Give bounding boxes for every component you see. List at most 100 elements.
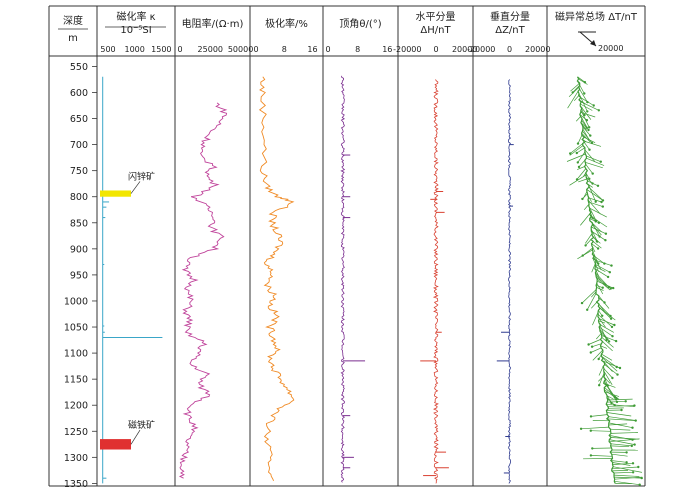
depth-tick-label: 1350 (64, 479, 88, 490)
track-tick-label: 0 (253, 45, 258, 54)
track-tick-label: 20000 (525, 45, 550, 54)
total-field-vector-tip (608, 340, 610, 342)
depth-tick-label: 850 (70, 218, 88, 229)
total-field-vector (584, 204, 589, 210)
total-field-vector-tip (581, 198, 583, 200)
depth-axis-unit: m (68, 33, 78, 44)
total-field-vector-tip (633, 443, 635, 445)
total-field-vector (612, 454, 628, 456)
track-title: 磁化率 κ (116, 10, 155, 23)
track-unit: ΔH/nT (420, 25, 451, 36)
total-field-vector-tip (580, 428, 582, 430)
total-field-vector (587, 189, 603, 200)
total-field-vector (589, 340, 601, 345)
total-field-vector (568, 91, 578, 108)
depth-tick-label: 950 (70, 270, 88, 281)
total-field-vector-tip (581, 302, 583, 304)
horizontal-component-curve (434, 80, 438, 484)
total-field-vector (599, 367, 603, 376)
total-field-vector-tip (637, 466, 639, 468)
track-tick-label: 0 (507, 45, 512, 54)
depth-tick-label: 700 (70, 140, 88, 151)
mineral-leader (131, 181, 140, 193)
total-field-vector-tip (633, 404, 635, 406)
total-field-vector-tip (611, 326, 613, 328)
depth-tick-label: 1100 (64, 349, 88, 360)
track-tick-label: 1500 (151, 45, 171, 54)
total-field-vector-tip (577, 142, 579, 144)
depth-tick-label: 1150 (64, 375, 88, 386)
total-field-vector-tip (602, 205, 604, 207)
track-tick-label: 50000 (228, 45, 253, 54)
track-tick-label: 0 (325, 45, 330, 54)
total-field-vector-tip (605, 233, 607, 235)
total-field-vector-tip (597, 247, 599, 249)
total-field-vector-tip (589, 134, 591, 136)
total-field-vector-tip (597, 185, 599, 187)
total-field-vector-tip (613, 324, 615, 326)
total-field-vector-tip (610, 264, 612, 266)
total-field-vector-tip (588, 126, 590, 128)
total-field-vector (591, 348, 601, 353)
total-field-vector-tip (586, 309, 588, 311)
track-title: 顶角θ/(°) (339, 18, 381, 30)
total-field-vector-tip (586, 127, 588, 129)
total-field-vector (591, 431, 611, 432)
depth-tick-label: 550 (70, 62, 88, 73)
total-field-vector-tip (603, 301, 605, 303)
track-tick-label: 500 (100, 45, 115, 54)
total-field-vector-tip (590, 351, 592, 353)
total-field-vector (614, 472, 633, 473)
depth-axis-title: 深度 (63, 14, 83, 27)
total-field-vector (592, 312, 598, 325)
track-tick-label: 16 (307, 45, 317, 54)
total-field-vector-tip (592, 172, 594, 174)
total-field-vector (578, 152, 585, 163)
track-tick-label: 8 (282, 45, 287, 54)
total-field-vector-tip (578, 166, 580, 168)
total-field-vector-tip (595, 201, 597, 203)
total-field-vector-tip (598, 358, 600, 360)
total-field-vector (578, 135, 582, 143)
total-field-vector-tip (587, 343, 589, 345)
total-field-vector-tip (590, 454, 592, 456)
total-field-vector (596, 333, 601, 339)
track-title: 磁异常总场 ΔT/nT (555, 10, 638, 23)
total-field-vector-tip (583, 92, 585, 94)
track-title: 垂直分量 (490, 10, 530, 23)
total-field-vector-tip (602, 287, 604, 289)
total-field-vector-tip (598, 222, 600, 224)
total-field-vector-tip (609, 271, 611, 273)
scale-label: 20000 (598, 44, 623, 53)
total-field-vector-tip (577, 161, 579, 163)
total-field-vector-tip (611, 335, 613, 337)
total-field-vector-tip (619, 367, 621, 369)
total-field-vector (611, 438, 639, 440)
track-unit: ΔZ/nT (495, 25, 525, 36)
total-field-vector (607, 401, 626, 402)
total-field-vector-tip (584, 244, 586, 246)
total-field-vector (608, 399, 633, 400)
total-field-vector-tip (591, 447, 593, 449)
total-field-vector (577, 148, 585, 153)
total-field-vector-tip (576, 152, 578, 154)
depth-tick-label: 1050 (64, 323, 88, 334)
total-field-vector (582, 290, 596, 304)
depth-tick-label: 900 (70, 244, 88, 255)
depth-tick-label: 1000 (64, 296, 88, 307)
track-tick-label: 16 (382, 45, 392, 54)
total-field-vector (614, 481, 639, 484)
track-tick-label: 1000 (124, 45, 144, 54)
total-field-vector-tip (616, 373, 618, 375)
total-field-vector-tip (631, 427, 633, 429)
depth-tick-label: 1200 (64, 401, 88, 412)
total-field-vector-tip (625, 461, 627, 463)
total-field-vector (578, 179, 587, 182)
total-field-vector-tip (587, 129, 589, 131)
total-field-vector (580, 89, 588, 102)
total-field-vector (591, 415, 607, 417)
total-field-vector-tip (631, 445, 633, 447)
mineral-leader (131, 430, 140, 444)
